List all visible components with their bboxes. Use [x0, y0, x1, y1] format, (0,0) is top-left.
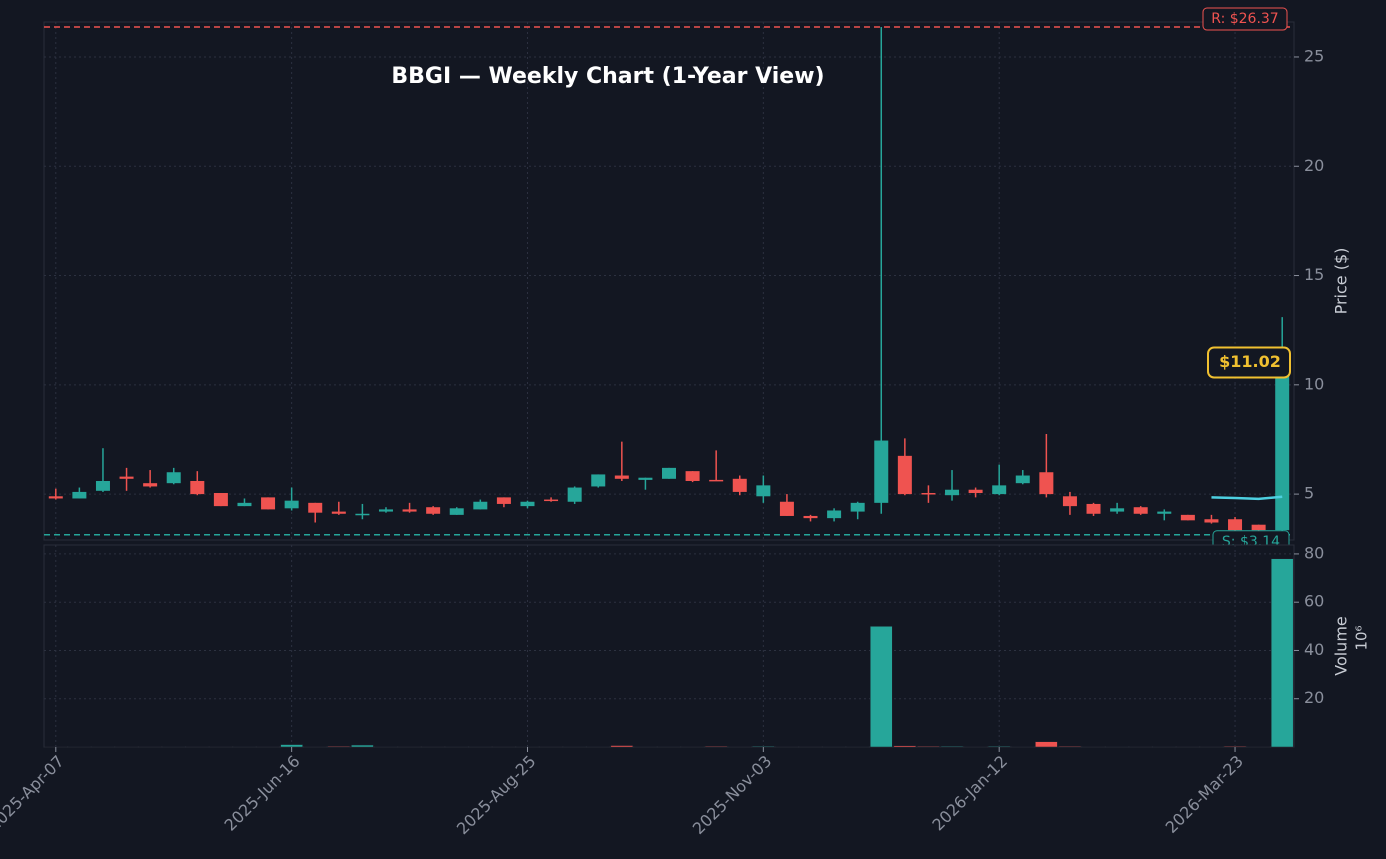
- y-tick-label: 60: [1304, 592, 1324, 611]
- candle-body: [355, 513, 370, 516]
- volume-bar: [893, 745, 917, 748]
- candle-body: [1086, 503, 1101, 514]
- chart-title: BBGI — Weekly Chart (1-Year View): [391, 64, 824, 89]
- last-price-label: $11.02: [1219, 352, 1281, 371]
- volume-bar: [987, 746, 1011, 748]
- candle-body: [992, 485, 1007, 495]
- candle-body: [874, 440, 889, 503]
- volume-bar: [610, 745, 634, 748]
- last-price-box: [1207, 346, 1291, 379]
- candle-body: [732, 478, 747, 492]
- y-tick-label: 5: [1304, 484, 1314, 503]
- candle-body: [803, 515, 818, 519]
- candle-body: [1275, 362, 1290, 531]
- candle-body: [143, 483, 158, 487]
- candle-body: [1204, 519, 1219, 523]
- candle-body: [709, 479, 724, 482]
- candle-body: [1228, 519, 1243, 531]
- candle-body: [827, 510, 842, 519]
- volume-bar: [1035, 741, 1058, 748]
- y-axis-scale: 10⁶: [1353, 625, 1371, 650]
- volume-bar: [1223, 746, 1247, 748]
- candle-body: [756, 485, 771, 497]
- candle-body: [426, 507, 441, 514]
- y-tick-label: 25: [1304, 46, 1324, 65]
- y-tick-label: 40: [1304, 640, 1324, 659]
- candle-body: [237, 502, 252, 507]
- volume-bar: [752, 746, 775, 748]
- y-tick-label: 10: [1304, 374, 1324, 393]
- candle-body: [567, 487, 582, 502]
- x-tick-label: 2025-Aug-25: [453, 752, 540, 839]
- candle-body: [1157, 511, 1172, 514]
- resistance-label: R: $26.37: [1211, 11, 1278, 27]
- candle-body: [968, 489, 983, 494]
- candle-body: [378, 509, 393, 512]
- candle-body: [614, 475, 629, 479]
- candle-body: [402, 509, 417, 512]
- panel: [43, 21, 1295, 541]
- x-tick-label: 2026-Jan-12: [928, 752, 1011, 835]
- volume-bar: [351, 744, 374, 748]
- candle-body: [72, 491, 87, 499]
- y-tick-label: 20: [1304, 156, 1324, 175]
- x-tick-label: 2025-Jun-16: [221, 752, 304, 835]
- candle-body: [1180, 514, 1195, 521]
- volume-bar: [870, 626, 893, 748]
- candle-body: [779, 501, 794, 516]
- volume-bar: [1270, 558, 1294, 748]
- candle-body: [449, 508, 464, 515]
- candle-body: [213, 493, 228, 507]
- x-tick-label: 2025-Apr-07: [0, 752, 68, 835]
- candle-body: [638, 477, 653, 480]
- x-tick-label: 2026-Mar-23: [1162, 752, 1247, 837]
- volume-bar: [940, 746, 964, 748]
- candle-body: [473, 501, 488, 510]
- candle-body: [308, 502, 323, 513]
- candle-body: [1015, 475, 1030, 484]
- candle-body: [331, 511, 346, 514]
- volume-bar: [917, 746, 940, 748]
- candle-body: [544, 499, 559, 502]
- y-tick-label: 20: [1304, 688, 1324, 707]
- candle-body: [591, 474, 606, 487]
- candle-body: [1039, 472, 1054, 495]
- candle-body: [850, 502, 865, 512]
- candle-body: [685, 471, 700, 481]
- volume-bar: [327, 746, 351, 748]
- candle-body: [284, 500, 299, 509]
- candle-body: [662, 467, 676, 479]
- candle-body: [496, 497, 511, 504]
- candle-body: [1133, 507, 1148, 514]
- candle-body: [520, 501, 535, 507]
- candle-body: [166, 472, 181, 484]
- y-axis-label: Volume: [1332, 616, 1351, 676]
- x-tick-label: 2025-Nov-03: [689, 752, 776, 839]
- candle-body: [119, 476, 134, 479]
- volume-bar: [1058, 746, 1082, 748]
- candle-body: [48, 496, 63, 499]
- y-tick-label: 80: [1304, 543, 1324, 562]
- candle-body: [897, 455, 912, 495]
- candle-body: [95, 480, 110, 491]
- volume-bar: [704, 746, 728, 748]
- resistance-box: [1202, 7, 1288, 31]
- candle-body: [1251, 524, 1266, 531]
- y-axis-label: Price ($): [1332, 248, 1351, 315]
- candle-body: [1110, 508, 1125, 512]
- candle-body: [190, 480, 205, 495]
- panel: [43, 544, 1295, 748]
- moving-average-line: [1211, 495, 1283, 501]
- candle-body: [261, 497, 276, 510]
- candle-body: [1062, 496, 1077, 507]
- candle-body: [921, 493, 936, 495]
- y-tick-label: 15: [1304, 265, 1324, 284]
- volume-bar: [280, 744, 303, 748]
- candle-body: [945, 489, 960, 496]
